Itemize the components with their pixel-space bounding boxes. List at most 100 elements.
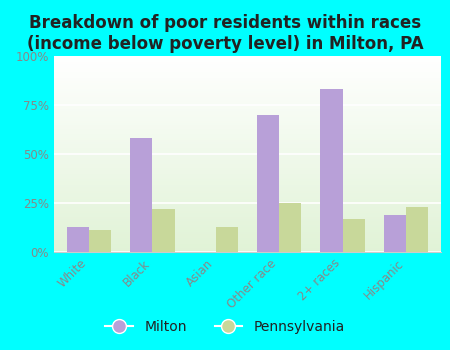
- Bar: [54, 225, 441, 226]
- Bar: [54, 158, 441, 160]
- Bar: [130, 138, 153, 252]
- Bar: [54, 172, 441, 174]
- Bar: [342, 219, 365, 252]
- Bar: [54, 83, 441, 85]
- Bar: [54, 88, 441, 89]
- Bar: [54, 220, 441, 223]
- Bar: [54, 109, 441, 111]
- Bar: [54, 205, 441, 207]
- Bar: [54, 70, 441, 72]
- Bar: [54, 238, 441, 240]
- Bar: [54, 150, 441, 152]
- Bar: [54, 250, 441, 252]
- Bar: [54, 64, 441, 66]
- Bar: [54, 121, 441, 122]
- Bar: [54, 166, 441, 168]
- Bar: [54, 162, 441, 164]
- Bar: [54, 168, 441, 170]
- Bar: [54, 122, 441, 125]
- Bar: [54, 85, 441, 88]
- Bar: [54, 156, 441, 158]
- Bar: [54, 74, 441, 76]
- Bar: [54, 107, 441, 109]
- Bar: [54, 111, 441, 113]
- Bar: [54, 207, 441, 209]
- Bar: [54, 146, 441, 148]
- Bar: [279, 203, 302, 252]
- Bar: [54, 217, 441, 219]
- Bar: [54, 89, 441, 91]
- Bar: [54, 229, 441, 230]
- Bar: [54, 201, 441, 203]
- Bar: [54, 176, 441, 177]
- Bar: [54, 131, 441, 132]
- Bar: [54, 91, 441, 93]
- Bar: [54, 180, 441, 181]
- Bar: [54, 211, 441, 213]
- Bar: [54, 128, 441, 131]
- Bar: [54, 203, 441, 205]
- Bar: [54, 234, 441, 236]
- Bar: [54, 78, 441, 79]
- Bar: [54, 244, 441, 246]
- Bar: [54, 103, 441, 105]
- Bar: [54, 144, 441, 146]
- Bar: [320, 89, 342, 252]
- Bar: [54, 115, 441, 117]
- Bar: [54, 219, 441, 220]
- Bar: [54, 187, 441, 189]
- Bar: [54, 152, 441, 154]
- Bar: [54, 186, 441, 187]
- Bar: [54, 132, 441, 134]
- Bar: [67, 226, 89, 252]
- Bar: [54, 236, 441, 238]
- Bar: [54, 68, 441, 70]
- Bar: [54, 191, 441, 193]
- Legend: Milton, Pennsylvania: Milton, Pennsylvania: [100, 314, 350, 340]
- Bar: [54, 215, 441, 217]
- Bar: [54, 193, 441, 195]
- Bar: [406, 207, 428, 252]
- Bar: [54, 195, 441, 197]
- Bar: [54, 95, 441, 97]
- Bar: [54, 240, 441, 242]
- Bar: [54, 140, 441, 142]
- Bar: [54, 160, 441, 162]
- Bar: [54, 58, 441, 60]
- Bar: [54, 142, 441, 144]
- Bar: [54, 76, 441, 78]
- Bar: [54, 60, 441, 62]
- Bar: [54, 105, 441, 107]
- Bar: [54, 138, 441, 140]
- Bar: [54, 119, 441, 121]
- Bar: [54, 93, 441, 95]
- Bar: [54, 248, 441, 250]
- Bar: [257, 115, 279, 252]
- Bar: [54, 226, 441, 229]
- Bar: [384, 215, 406, 252]
- Bar: [54, 99, 441, 101]
- Bar: [54, 242, 441, 244]
- Text: Breakdown of poor residents within races
(income below poverty level) in Milton,: Breakdown of poor residents within races…: [27, 14, 423, 53]
- Bar: [54, 174, 441, 176]
- Bar: [54, 136, 441, 138]
- Bar: [216, 226, 238, 252]
- Bar: [54, 62, 441, 64]
- Bar: [54, 189, 441, 191]
- Bar: [54, 209, 441, 211]
- Bar: [54, 97, 441, 99]
- Bar: [54, 134, 441, 136]
- Bar: [54, 148, 441, 150]
- Bar: [54, 181, 441, 183]
- Bar: [54, 170, 441, 172]
- Bar: [54, 213, 441, 215]
- Bar: [54, 197, 441, 199]
- Bar: [54, 232, 441, 234]
- Bar: [54, 223, 441, 225]
- Bar: [54, 164, 441, 166]
- Bar: [54, 125, 441, 127]
- Bar: [54, 230, 441, 232]
- Bar: [54, 183, 441, 186]
- Bar: [54, 113, 441, 115]
- Bar: [54, 79, 441, 82]
